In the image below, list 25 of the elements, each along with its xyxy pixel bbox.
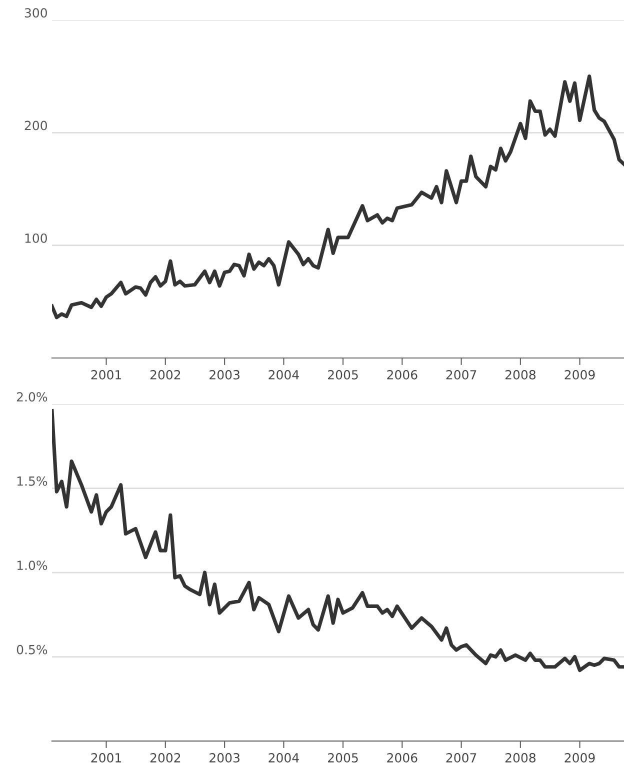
x-tick-label: 2009 xyxy=(564,370,595,380)
x-tick-label: 2005 xyxy=(328,753,358,763)
x-tick-label: 2002 xyxy=(150,370,180,380)
x-tick-label: 2008 xyxy=(505,370,536,380)
x-tick-label: 2003 xyxy=(210,753,240,763)
x-tick-label: 2007 xyxy=(446,753,476,763)
x-tick-label: 2005 xyxy=(328,370,358,380)
y-tick-label: 2.0% xyxy=(16,392,48,402)
y-tick-label: 100 xyxy=(25,233,47,243)
y-tick-label: 300 xyxy=(24,8,47,18)
y-tick-label: 1.5% xyxy=(17,476,48,486)
x-tick-label: 2009 xyxy=(564,753,595,763)
x-tick-label: 2006 xyxy=(387,753,418,763)
x-tick-label: 2002 xyxy=(150,753,180,763)
x-tick-label: 2004 xyxy=(268,370,299,380)
x-tick-label: 2008 xyxy=(505,753,536,763)
x-tick-label: 2004 xyxy=(268,753,299,763)
x-tick-label: 2007 xyxy=(446,370,476,380)
x-tick-label: 2001 xyxy=(91,753,122,763)
y-tick-label: 1.0% xyxy=(17,560,48,570)
x-tick-label: 2001 xyxy=(91,370,122,380)
y-tick-label: 200 xyxy=(24,120,47,130)
x-tick-label: 2006 xyxy=(387,370,418,380)
y-tick-label: 0.5% xyxy=(16,644,48,654)
x-tick-label: 2003 xyxy=(210,370,240,380)
